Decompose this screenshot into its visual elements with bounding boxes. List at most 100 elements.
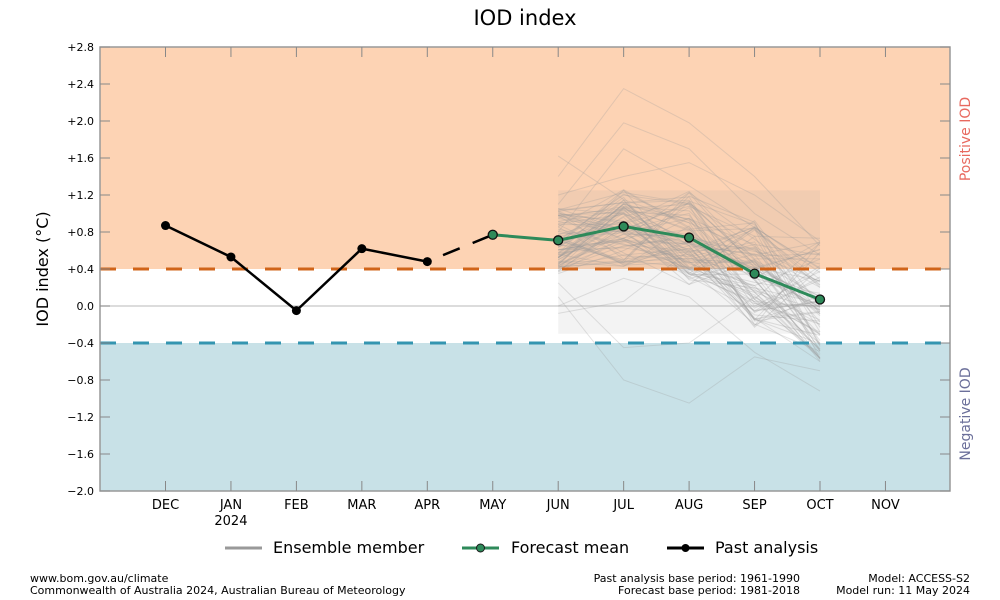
ensemble-member-line [557,203,821,326]
chart-title: IOD index [473,6,576,30]
forecast-mean-point [618,221,629,232]
ensemble-member-line [558,277,821,392]
axes: +2.8 +2.4 +2.0 +1.6 +1.2 +0.8 +0.4 0.0 −0.4 −0.8 −… [67,41,951,529]
past-analysis-point [291,306,301,316]
ensemble-member-line [558,241,821,345]
y-tick-label: −2.0 [67,485,94,498]
ensemble-member-line [558,214,821,311]
ensemble-member-line [557,203,821,307]
ensemble-member-line [557,122,821,256]
footer-credits: www.bom.gov.au/climate Commonwealth of A… [30,573,405,597]
ensemble-member-line [558,226,821,269]
ensemble-member-line [557,282,821,349]
x-tick-label: DEC [152,498,179,513]
past-forecast-connector [426,233,494,263]
x-tick-label: APR [414,498,440,513]
positive-region [100,47,950,269]
ensemble-member-line [557,87,821,247]
y-tick-label: −1.6 [67,448,94,461]
ensemble-member-line [558,229,821,280]
ensemble-member-line [557,226,821,360]
footer-forecast-base-period: Forecast base period: 1981-2018 [618,584,800,597]
ensemble-member-line [558,205,821,360]
footer-model-info: Model: ACCESS-S2 Model run: 11 May 2024 [836,573,970,597]
ensemble-member-line [558,201,821,336]
ensemble-member-line [558,192,821,282]
ensemble-member-line [558,227,821,286]
x-tick-label: JUL [612,498,634,513]
ensemble-member-line [557,205,821,307]
x-tick-label: NOV [871,498,900,513]
x-year-label: 2024 [214,514,247,529]
legend-past-marker [681,544,690,552]
ensemble-member-line [558,226,821,333]
ensemble-member-line [558,219,821,307]
x-tick-label: MAY [479,498,506,513]
x-tick-label: AUG [675,498,703,513]
footer-copyright: Commonwealth of Australia 2024, Australi… [30,584,406,597]
ensemble-member-line [557,222,821,313]
ensemble-member-line [557,199,821,359]
forecast-mean-point [487,229,498,240]
y-tick-label: −1.2 [67,411,94,424]
ensemble-member-line [557,206,821,288]
ensemble-member-line [557,223,821,327]
legend-item-forecast-mean: Forecast mean [462,538,629,557]
ensemble-member-line [558,221,821,308]
legend-item-past-analysis: Past analysis [667,538,818,557]
footer-past-base-period: Past analysis base period: 1961-1990 [593,572,800,585]
x-tick-label: JUN [546,498,570,513]
y-tick-label: +2.4 [67,78,94,91]
ensemble-member-line [557,233,821,358]
ensemble-member-line [558,191,821,283]
ensemble-member-line [557,228,821,351]
ensemble-member-line [557,189,821,294]
legend: Ensemble member Forecast mean Past analy… [225,538,818,557]
ensemble-member-line [557,212,821,322]
ensemble-spread-haze [558,190,820,334]
ensemble-members [557,87,821,404]
y-tick-label: +0.4 [67,263,94,276]
negative-iod-label: Negative IOD [958,367,974,460]
ensemble-member-line [558,236,821,336]
ensemble-member-line [558,201,821,312]
negative-region [100,343,950,491]
ensemble-member-line [558,260,821,359]
series-lines [161,221,826,316]
y-tick-label: +2.0 [67,115,94,128]
ensemble-member-line [557,222,821,344]
ensemble-member-line [557,189,821,321]
past-analysis-point [422,257,432,267]
forecast-mean-point [814,294,826,305]
ensemble-member-line [558,239,821,350]
ensemble-member-line [558,229,821,350]
ensemble-member-line [558,190,821,260]
y-tick-label: +2.8 [67,41,94,54]
ensemble-member-line [557,194,821,298]
ensemble-member-line [558,218,821,352]
x-tick-label: SEP [742,498,766,513]
ensemble-member-line [557,215,821,285]
ensemble-member-line [558,220,821,287]
x-tick-label: OCT [806,498,833,513]
ensemble-member-line [558,212,821,305]
ensemble-member-line [557,212,821,302]
plot-background [100,47,950,491]
ensemble-member-line [557,199,821,352]
y-tick-label: 0.0 [77,300,95,313]
ensemble-member-line [557,203,821,309]
y-tick-label: +0.8 [67,226,94,239]
y-tick-label: +1.6 [67,152,94,165]
ensemble-member-line [557,208,821,328]
ensemble-member-line [558,195,821,347]
ensemble-member-line [558,217,821,362]
positive-iod-label: Positive IOD [958,97,974,181]
ensemble-member-line [558,191,821,286]
ensemble-member-line [557,193,821,279]
ensemble-member-line [557,196,821,310]
ensemble-member-line [558,208,821,305]
past-analysis-point [357,244,367,254]
ensemble-member-line [558,162,821,242]
ensemble-member-line [558,215,821,313]
